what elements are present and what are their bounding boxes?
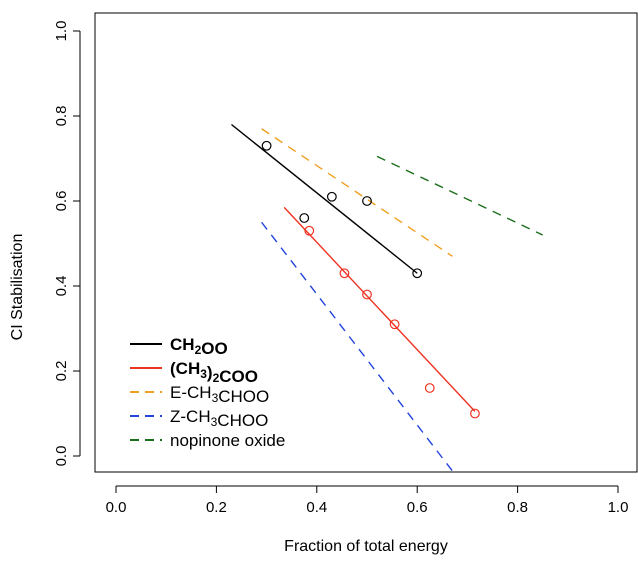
legend-label: (CH3)2COO <box>170 359 258 386</box>
x-tick-label: 0.2 <box>206 499 227 516</box>
data-point <box>389 319 400 330</box>
legend-label: CH2OO <box>170 335 228 358</box>
y-tick-label: 0.8 <box>53 106 70 127</box>
data-point <box>261 140 272 151</box>
y-tick-label: 0.0 <box>53 446 70 467</box>
data-point <box>326 191 337 202</box>
series-lines <box>231 123 544 472</box>
series-line <box>261 221 453 472</box>
x-axis-label: Fraction of total energy <box>284 538 448 555</box>
legend-label: E-CH3CHOO <box>170 383 269 406</box>
x-tick-label: 0.4 <box>306 499 327 516</box>
x-tick-label: 1.0 <box>608 499 629 516</box>
legend-label: nopinone oxide <box>170 431 285 450</box>
legend: CH2OO(CH3)2COOE-CH3CHOOZ-CH3CHOOnopinone… <box>130 335 285 450</box>
series-line <box>231 123 418 274</box>
y-tick-label: 0.2 <box>53 361 70 382</box>
y-axis: 0.0 0.2 0.4 0.6 0.8 1.0 <box>53 21 81 467</box>
plot-frame <box>94 12 638 473</box>
series-points <box>261 140 480 419</box>
series-line <box>283 206 476 412</box>
x-tick-label: 0.6 <box>407 499 428 516</box>
data-point <box>412 268 423 279</box>
y-tick-label: 0.4 <box>53 276 70 297</box>
legend-label: Z-CH3CHOO <box>170 407 268 430</box>
y-tick-label: 1.0 <box>53 21 70 42</box>
series-line <box>261 128 453 257</box>
data-point <box>362 289 372 300</box>
y-axis-label: CI Stabilisation <box>9 234 26 341</box>
x-tick-label: 0.0 <box>106 499 127 516</box>
series-line <box>376 155 544 236</box>
x-tick-label: 0.8 <box>507 499 528 516</box>
data-point <box>299 213 310 223</box>
data-point <box>339 268 350 279</box>
data-point <box>362 196 372 206</box>
data-point <box>424 383 435 393</box>
y-tick-label: 0.6 <box>53 191 70 212</box>
data-point <box>470 408 480 419</box>
data-point <box>304 225 315 236</box>
x-axis: 0.0 0.2 0.4 0.6 0.8 1.0 <box>106 485 629 516</box>
